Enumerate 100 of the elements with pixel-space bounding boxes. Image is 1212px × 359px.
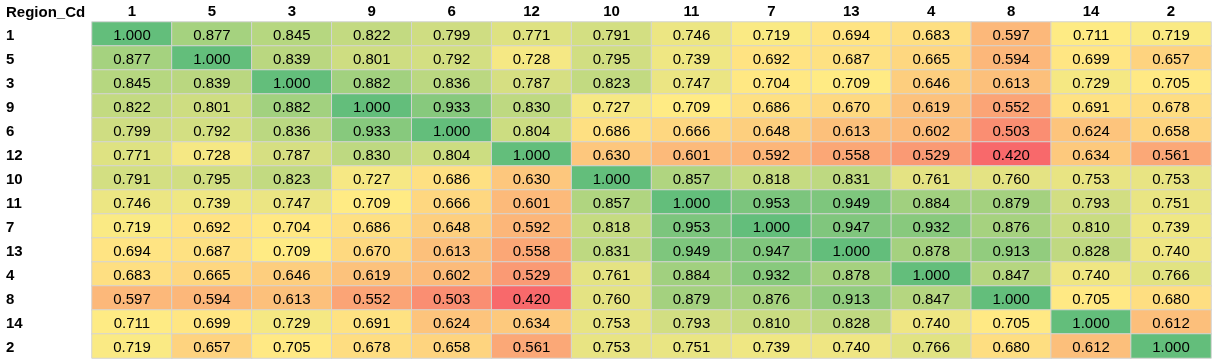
- data-label: 0.804: [512, 121, 551, 139]
- x-tick-label: 2: [1166, 2, 1176, 19]
- data-label: 0.857: [672, 169, 711, 187]
- data-label: 0.648: [432, 217, 471, 235]
- data-label: 0.947: [832, 217, 871, 235]
- data-label: 0.818: [752, 169, 791, 187]
- data-label: 1.000: [113, 25, 151, 43]
- data-label: 0.719: [113, 217, 151, 235]
- y-tick-label: 1: [6, 25, 15, 43]
- data-label: 0.619: [352, 265, 391, 283]
- data-label: 0.753: [592, 337, 631, 355]
- y-tick-label: 8: [6, 289, 15, 307]
- data-label: 0.913: [992, 241, 1030, 259]
- data-label: 0.727: [352, 169, 391, 187]
- data-label: 0.705: [1152, 73, 1190, 91]
- data-label: 0.830: [352, 145, 391, 163]
- y-tick-label: 2: [6, 337, 15, 355]
- data-label: 0.836: [273, 121, 311, 139]
- data-label: 0.766: [912, 337, 951, 355]
- data-label: 0.704: [752, 73, 791, 91]
- data-label: 0.753: [1072, 169, 1110, 187]
- data-label: 0.646: [273, 265, 311, 283]
- data-label: 0.646: [912, 73, 951, 91]
- data-label: 0.792: [432, 49, 471, 67]
- data-label: 0.792: [193, 121, 231, 139]
- data-label: 0.949: [832, 193, 871, 211]
- data-label: 0.594: [193, 289, 231, 307]
- x-tick-label: 4: [927, 2, 937, 19]
- data-label: 0.699: [193, 313, 231, 331]
- data-label: 0.624: [1072, 121, 1110, 139]
- y-tick-label: 7: [6, 217, 15, 235]
- data-label: 0.810: [752, 313, 791, 331]
- data-label: 1.000: [1072, 313, 1110, 331]
- data-label: 0.728: [512, 49, 551, 67]
- data-label: 0.740: [912, 313, 951, 331]
- x-tick-label: 11: [683, 2, 700, 19]
- data-label: 0.709: [273, 241, 311, 259]
- data-label: 0.666: [672, 121, 711, 139]
- data-label: 0.746: [113, 193, 151, 211]
- data-label: 0.594: [992, 49, 1030, 67]
- data-label: 0.740: [1072, 265, 1110, 283]
- data-label: 0.602: [912, 121, 951, 139]
- data-label: 0.613: [432, 241, 471, 259]
- data-label: 0.687: [193, 241, 231, 259]
- data-label: 0.771: [512, 25, 551, 43]
- data-label: 0.561: [1152, 145, 1190, 163]
- data-label: 0.705: [992, 313, 1030, 331]
- data-label: 0.692: [752, 49, 791, 67]
- data-label: 0.801: [352, 49, 391, 67]
- data-label: 0.686: [352, 217, 391, 235]
- data-label: 0.799: [432, 25, 471, 43]
- data-label: 0.760: [592, 289, 631, 307]
- data-label: 0.791: [592, 25, 631, 43]
- data-label: 0.751: [1152, 193, 1190, 211]
- data-label: 0.552: [992, 97, 1030, 115]
- data-label: 0.953: [752, 193, 791, 211]
- data-label: 0.828: [832, 313, 871, 331]
- data-label: 1.000: [1152, 337, 1190, 355]
- data-label: 0.709: [352, 193, 391, 211]
- data-label: 0.561: [512, 337, 551, 355]
- y-tick-label: 14: [6, 313, 24, 331]
- data-label: 0.791: [113, 169, 151, 187]
- data-label: 0.680: [1152, 289, 1190, 307]
- data-label: 0.727: [592, 97, 631, 115]
- data-label: 1.000: [352, 97, 391, 115]
- data-label: 0.787: [273, 145, 311, 163]
- x-tick-label: 3: [287, 2, 296, 19]
- data-label: 0.601: [512, 193, 551, 211]
- x-tick-label: 8: [1007, 2, 1016, 19]
- data-label: 0.694: [113, 241, 151, 259]
- data-label: 0.804: [432, 145, 471, 163]
- data-label: 0.739: [752, 337, 791, 355]
- data-label: 0.933: [432, 97, 471, 115]
- data-label: 0.879: [672, 289, 711, 307]
- data-label: 0.947: [752, 241, 791, 259]
- data-label: 0.787: [512, 73, 551, 91]
- data-label: 0.831: [592, 241, 631, 259]
- data-label: 0.665: [193, 265, 231, 283]
- data-label: 0.876: [992, 217, 1030, 235]
- data-label: 1.000: [193, 49, 231, 67]
- data-label: 0.711: [1072, 25, 1110, 43]
- data-label: 0.658: [1152, 121, 1190, 139]
- data-label: 1.000: [432, 121, 471, 139]
- x-tick-label: 7: [767, 2, 776, 19]
- data-label: 0.630: [592, 145, 631, 163]
- data-label: 0.739: [1152, 217, 1190, 235]
- data-label: 0.879: [992, 193, 1030, 211]
- data-label: 0.740: [832, 337, 871, 355]
- data-label: 0.845: [273, 25, 311, 43]
- x-tick-label: 9: [367, 2, 376, 19]
- data-label: 0.529: [912, 145, 951, 163]
- data-label: 0.799: [113, 121, 151, 139]
- data-label: 0.876: [752, 289, 791, 307]
- data-label: 0.678: [352, 337, 391, 355]
- data-label: 0.692: [193, 217, 231, 235]
- data-label: 1.000: [273, 73, 311, 91]
- x-tick-label: 10: [603, 2, 620, 19]
- data-label: 0.746: [672, 25, 711, 43]
- data-label: 0.683: [113, 265, 151, 283]
- data-label: 0.839: [273, 49, 311, 67]
